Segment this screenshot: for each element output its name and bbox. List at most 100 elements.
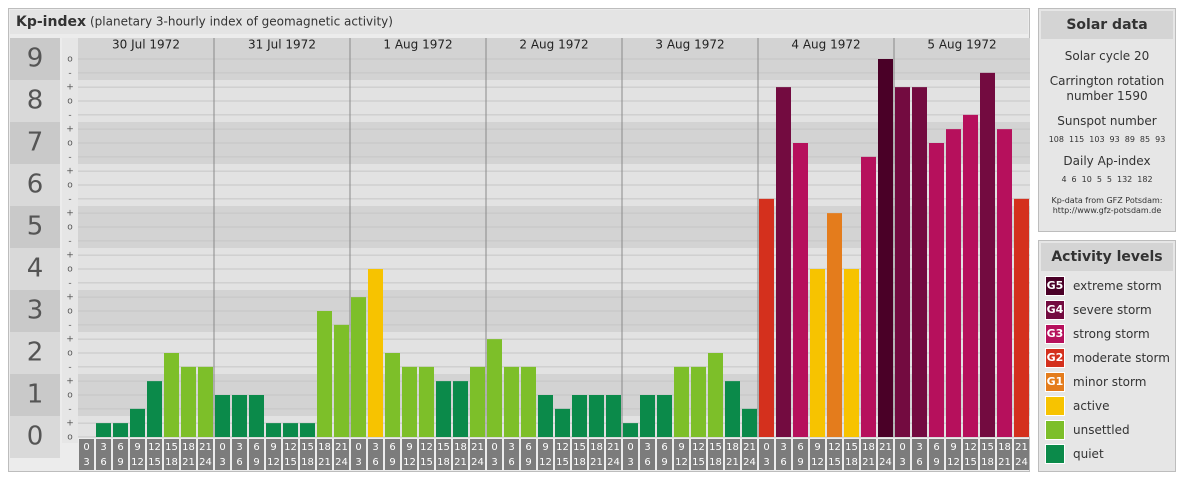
y-minor-tick-label: - bbox=[68, 152, 71, 162]
hour-end: 12 bbox=[267, 457, 280, 468]
y-minor-tick-label: o bbox=[67, 55, 73, 65]
y-minor-tick-label: + bbox=[66, 419, 74, 429]
hour-box bbox=[283, 439, 298, 470]
hour-end: 3 bbox=[491, 457, 497, 468]
hour-start: 15 bbox=[981, 442, 994, 453]
hour-box bbox=[674, 439, 689, 470]
hour-end: 24 bbox=[879, 457, 892, 468]
y-minor-tick-label: o bbox=[67, 349, 73, 359]
hour-start: 9 bbox=[678, 442, 684, 453]
legend-entry: G3 strong storm bbox=[1045, 324, 1175, 344]
hour-box bbox=[606, 439, 621, 470]
y-minor-tick-label: - bbox=[68, 278, 71, 288]
y-label-band bbox=[10, 38, 60, 80]
legend-entry: G5 extreme storm bbox=[1045, 276, 1175, 296]
bar bbox=[1014, 198, 1029, 437]
bar bbox=[419, 366, 434, 437]
legend-label: active bbox=[1073, 399, 1110, 413]
bar bbox=[793, 143, 808, 437]
legend-swatch bbox=[1045, 420, 1065, 440]
hour-start: 3 bbox=[780, 442, 786, 453]
hour-box bbox=[912, 439, 927, 470]
ap-label: Daily Ap-index bbox=[1063, 154, 1151, 168]
hour-end: 24 bbox=[335, 457, 348, 468]
legend-label: extreme storm bbox=[1073, 279, 1162, 293]
bar bbox=[334, 324, 349, 437]
hour-end: 12 bbox=[947, 457, 960, 468]
bar bbox=[113, 423, 128, 437]
hour-start: 6 bbox=[933, 442, 939, 453]
bar bbox=[470, 366, 485, 437]
hour-start: 12 bbox=[148, 442, 161, 453]
hour-start: 6 bbox=[525, 442, 531, 453]
bar bbox=[657, 395, 672, 437]
hour-box bbox=[1014, 439, 1029, 470]
y-minor-tick-label: + bbox=[66, 125, 74, 135]
hour-end: 21 bbox=[862, 457, 875, 468]
hour-start: 3 bbox=[508, 442, 514, 453]
hour-box bbox=[79, 439, 94, 470]
hour-end: 9 bbox=[933, 457, 939, 468]
hour-box bbox=[164, 439, 179, 470]
ap-number: 182 bbox=[1137, 175, 1153, 184]
hour-start: 9 bbox=[134, 442, 140, 453]
hour-box bbox=[130, 439, 145, 470]
kp-chart: Kp-index (planetary 3-hourly index of ge… bbox=[8, 8, 1030, 472]
bar bbox=[351, 297, 366, 437]
hour-end: 15 bbox=[420, 457, 433, 468]
hour-start: 3 bbox=[372, 442, 378, 453]
chart-subtitle: (planetary 3-hourly index of geomagnetic… bbox=[90, 15, 393, 29]
hour-box bbox=[436, 439, 451, 470]
bar bbox=[453, 381, 468, 437]
y-minor-tick-label: o bbox=[67, 223, 73, 233]
legend-entry: unsettled bbox=[1045, 420, 1175, 440]
bar bbox=[181, 366, 196, 437]
hour-start: 21 bbox=[743, 442, 756, 453]
hour-end: 24 bbox=[471, 457, 484, 468]
y-tick-label: 8 bbox=[27, 86, 44, 116]
hour-box bbox=[963, 439, 978, 470]
y-label-band bbox=[10, 206, 60, 248]
hour-start: 18 bbox=[726, 442, 739, 453]
bar bbox=[708, 353, 723, 437]
hour-box bbox=[487, 439, 502, 470]
bar bbox=[861, 156, 876, 438]
day-label: 30 Jul 1972 bbox=[112, 38, 180, 52]
hour-end: 6 bbox=[372, 457, 378, 468]
sunspot-numbers: 108 115 103 93 89 85 93 bbox=[1039, 135, 1175, 144]
activity-panel: Activity levels G5 extreme storm G4 severe … bbox=[1038, 240, 1176, 472]
hour-box bbox=[266, 439, 281, 470]
hour-end: 6 bbox=[100, 457, 106, 468]
hour-start: 18 bbox=[182, 442, 195, 453]
hour-end: 9 bbox=[253, 457, 259, 468]
legend-swatch: G4 bbox=[1045, 300, 1065, 320]
y-label-band bbox=[10, 80, 60, 122]
hour-start: 12 bbox=[964, 442, 977, 453]
hour-end: 9 bbox=[117, 457, 123, 468]
y-minor-tick-label: o bbox=[67, 391, 73, 401]
hour-start: 15 bbox=[165, 442, 178, 453]
hour-box bbox=[113, 439, 128, 470]
y-minor-tick-label: + bbox=[66, 377, 74, 387]
hour-start: 18 bbox=[862, 442, 875, 453]
hour-box bbox=[215, 439, 230, 470]
hour-start: 21 bbox=[471, 442, 484, 453]
carrington: Carrington rotation number 1590 bbox=[1049, 74, 1165, 103]
sunspot-number: 93 bbox=[1155, 135, 1166, 144]
hour-end: 15 bbox=[692, 457, 705, 468]
legend-label: moderate storm bbox=[1073, 351, 1170, 365]
hour-end: 6 bbox=[916, 457, 922, 468]
hour-start: 9 bbox=[542, 442, 548, 453]
bar bbox=[929, 143, 944, 437]
bar bbox=[691, 366, 706, 437]
y-minor-tick-label: o bbox=[67, 97, 73, 107]
bar bbox=[912, 87, 927, 437]
sunspot-number: 89 bbox=[1124, 135, 1135, 144]
hour-box bbox=[96, 439, 111, 470]
source-url: http://www.gfz-potsdam.de bbox=[1052, 206, 1162, 215]
legend-entry: G2 moderate storm bbox=[1045, 348, 1175, 368]
hour-box bbox=[946, 439, 961, 470]
hour-box bbox=[827, 439, 842, 470]
hour-end: 18 bbox=[981, 457, 994, 468]
y-minor-tick-label: - bbox=[68, 320, 71, 330]
